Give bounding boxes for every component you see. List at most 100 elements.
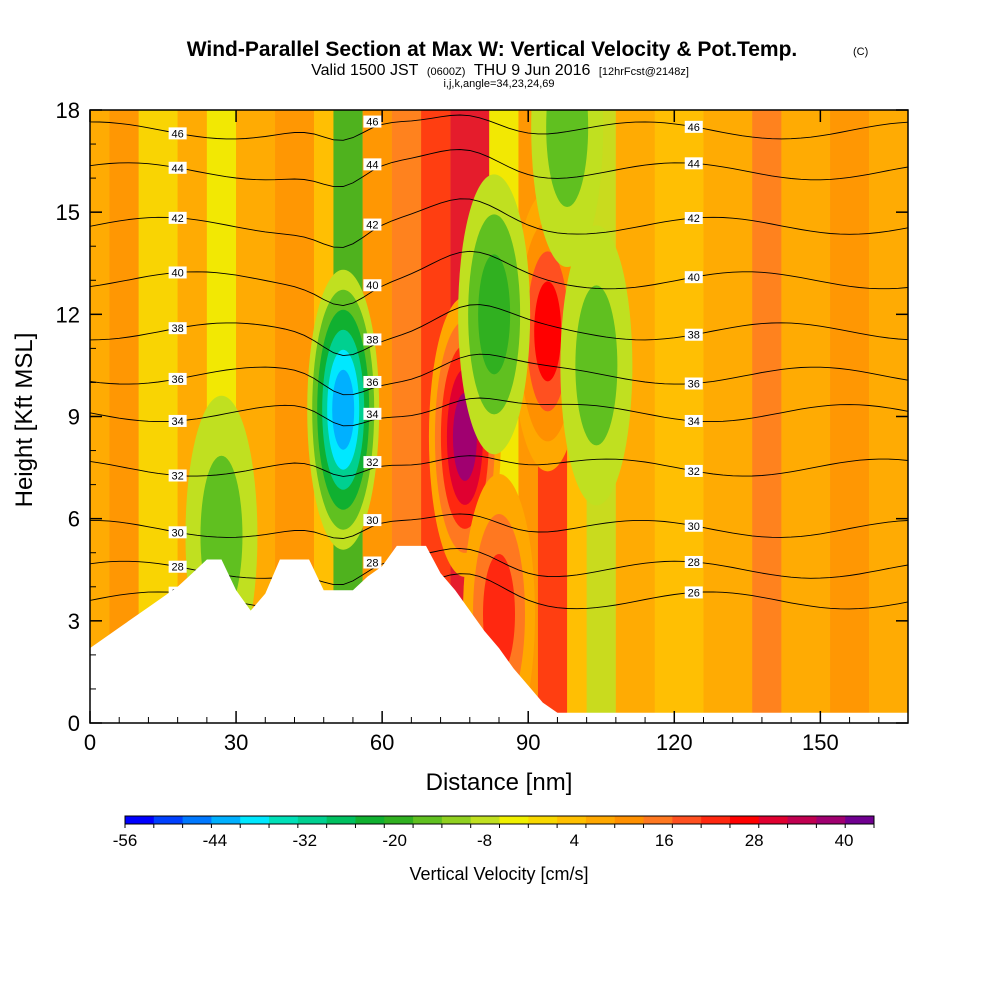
terrain-mask bbox=[90, 545, 908, 723]
isoline-label: 44 bbox=[684, 157, 703, 170]
colorbar-swatch bbox=[816, 816, 846, 824]
isoline-value: 44 bbox=[688, 158, 700, 170]
isoline-value: 28 bbox=[172, 562, 184, 574]
isoline-label: 40 bbox=[684, 271, 703, 284]
isoline-label: 44 bbox=[363, 158, 382, 171]
updraft-core bbox=[534, 281, 562, 382]
isoline-label: 26 bbox=[684, 586, 703, 599]
colorbar-label: Vertical Velocity [cm/s] bbox=[409, 864, 588, 884]
colorbar-swatch bbox=[153, 816, 184, 824]
colorbar-tick-label: 16 bbox=[655, 831, 674, 850]
isoline-label: 38 bbox=[168, 322, 187, 335]
chart-title: Wind-Parallel Section at Max W: Vertical… bbox=[187, 38, 798, 61]
isoline bbox=[90, 304, 908, 357]
isoline-label: 42 bbox=[684, 212, 703, 225]
chart-subtitle: Valid 1500 JST (0600Z) THU 9 Jun 2016 [1… bbox=[311, 62, 689, 79]
colorbar-tick-label: -32 bbox=[292, 831, 317, 850]
colorbar-swatch bbox=[413, 816, 443, 824]
colorbar-swatch bbox=[384, 816, 414, 824]
colorbar-swatch bbox=[787, 816, 817, 824]
colorbar-swatch bbox=[845, 816, 875, 824]
isoline-value: 40 bbox=[366, 280, 378, 292]
colorbar-swatch bbox=[614, 816, 645, 824]
isoline-label: 30 bbox=[684, 519, 703, 533]
isoline-label: 40 bbox=[168, 266, 187, 279]
subtitle-date: THU 9 Jun 2016 bbox=[474, 62, 591, 79]
isoline-label: 30 bbox=[363, 514, 382, 527]
isoline-label: 36 bbox=[168, 372, 187, 386]
isoline-value: 46 bbox=[172, 128, 184, 140]
isoline-value: 44 bbox=[366, 159, 378, 171]
isoline-value: 26 bbox=[688, 587, 700, 599]
isoline-label: 32 bbox=[363, 456, 382, 469]
x-tick-label: 60 bbox=[370, 730, 394, 755]
x-axis: 0 30 60 90 120 150 bbox=[84, 110, 880, 755]
isoline-value: 46 bbox=[688, 122, 700, 134]
velocity-band bbox=[752, 110, 782, 723]
y-tick-label: 12 bbox=[56, 302, 80, 327]
y-tick-label: 6 bbox=[68, 507, 80, 532]
isoline-value: 32 bbox=[172, 470, 184, 482]
downdraft-core bbox=[575, 285, 618, 446]
colorbar-swatch bbox=[182, 816, 212, 824]
colorbar-swatch bbox=[557, 816, 587, 824]
title-mark: (C) bbox=[853, 46, 868, 58]
isoline-value: 38 bbox=[366, 334, 378, 346]
isoline-value: 46 bbox=[366, 117, 378, 129]
isoline-label: 42 bbox=[168, 211, 187, 225]
colorbar-tick-label: -20 bbox=[382, 831, 407, 850]
isoline-value: 38 bbox=[688, 330, 700, 342]
colorbar-swatch bbox=[269, 816, 299, 824]
isoline-label: 46 bbox=[363, 115, 382, 129]
isoline-value: 38 bbox=[172, 323, 184, 335]
isoline bbox=[90, 397, 908, 427]
colorbar-swatch bbox=[729, 816, 760, 824]
isoline-label: 42 bbox=[363, 218, 382, 232]
colorbar-swatch bbox=[125, 816, 155, 824]
velocity-band bbox=[830, 110, 870, 723]
plot-area: 2626262828283030303232323434343636363838… bbox=[90, 110, 908, 723]
isoline bbox=[90, 353, 908, 396]
isoline-label: 28 bbox=[684, 555, 703, 569]
colorbar-swatch bbox=[441, 816, 472, 824]
isoline-value: 32 bbox=[366, 457, 378, 469]
isoline-label: 28 bbox=[168, 560, 187, 574]
isoline-label: 34 bbox=[363, 407, 382, 421]
isoline-value: 40 bbox=[688, 272, 700, 284]
colorbar-tick-label: -8 bbox=[477, 831, 492, 850]
isoline-value: 42 bbox=[172, 213, 184, 225]
colorbar: -56 -44 -32 -20 -8 4 16 28 40 bbox=[113, 815, 875, 850]
isoline-label: 46 bbox=[684, 120, 703, 134]
x-tick-label: 0 bbox=[84, 730, 96, 755]
isoline bbox=[90, 149, 908, 188]
subtitle-valid: Valid 1500 JST bbox=[311, 62, 419, 79]
isoline-label: 32 bbox=[684, 464, 703, 478]
y-tick-label: 3 bbox=[68, 609, 80, 634]
colorbar-tick-label: 4 bbox=[570, 831, 579, 850]
isoline bbox=[90, 455, 908, 477]
isoline-label: 34 bbox=[168, 414, 187, 428]
colorbar-swatch bbox=[585, 816, 616, 824]
colorbar-tick-label: -44 bbox=[203, 831, 228, 850]
isoline bbox=[90, 513, 908, 539]
isoline-value: 42 bbox=[366, 220, 378, 232]
isoline-label: 36 bbox=[363, 375, 382, 389]
isoline-value: 42 bbox=[688, 213, 700, 225]
colorbar-swatch bbox=[499, 816, 529, 824]
isoline-label: 28 bbox=[363, 556, 382, 570]
isoline-value: 30 bbox=[688, 521, 700, 533]
isoline bbox=[90, 198, 908, 248]
y-tick-label: 15 bbox=[56, 200, 80, 225]
isoline-label: 34 bbox=[684, 414, 703, 428]
downdraft-core bbox=[546, 110, 589, 208]
isoline-label: 38 bbox=[363, 333, 382, 346]
isoline-label: 36 bbox=[684, 377, 703, 391]
colorbar-swatch bbox=[643, 816, 673, 824]
y-axis-label: Height [Kft MSL] bbox=[11, 333, 38, 508]
subtitle-utc: (0600Z) bbox=[427, 66, 466, 78]
colorbar-swatch bbox=[211, 816, 241, 824]
isoline-value: 34 bbox=[366, 409, 378, 421]
x-tick-label: 120 bbox=[656, 730, 693, 755]
velocity-band bbox=[781, 110, 831, 723]
isoline-value: 28 bbox=[366, 558, 378, 570]
